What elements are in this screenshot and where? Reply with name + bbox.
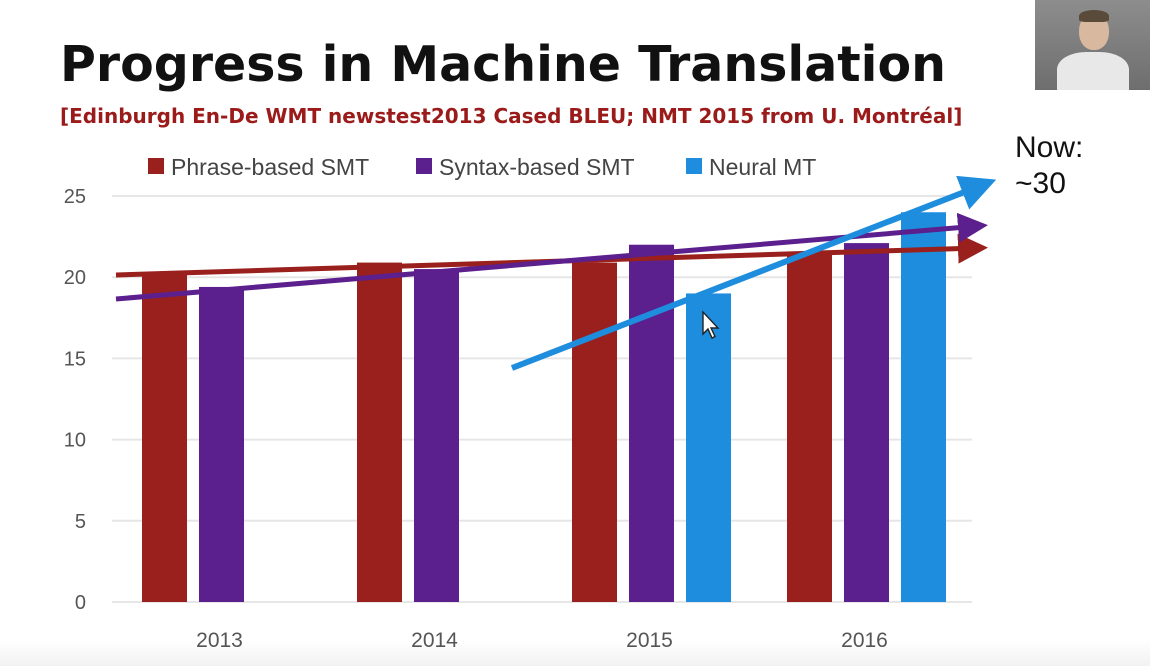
slide-title: Progress in Machine Translation	[60, 36, 947, 93]
y-axis-ticks: 0 5 10 15 20 25	[64, 186, 86, 614]
x-tick-label: 2015	[626, 629, 673, 652]
legend-label: Phrase-based SMT	[171, 154, 369, 180]
bar-phrase-based-smt-2013	[142, 272, 187, 602]
legend-swatch	[148, 158, 164, 174]
now-annotation-line1: Now:	[1015, 131, 1084, 164]
now-annotation: Now: ~30	[1015, 130, 1083, 202]
bar-neural-mt-2016	[901, 212, 946, 603]
trend-arrows	[115, 175, 997, 371]
x-axis-ticks: 2013 2014 2015 2016	[196, 629, 888, 652]
bar-syntax-based-smt-2016	[844, 243, 889, 602]
y-tick-label: 15	[64, 348, 86, 370]
legend-label: Neural MT	[709, 154, 816, 180]
slide-subtitle: [Edinburgh En-De WMT newstest2013 Cased …	[60, 104, 963, 128]
y-tick-label: 0	[75, 592, 86, 614]
y-tick-label: 25	[64, 186, 86, 208]
y-tick-label: 5	[75, 511, 86, 533]
syntax-trend-arrow	[115, 212, 988, 302]
bar-syntax-based-smt-2015	[629, 244, 674, 602]
bar-phrase-based-smt-2015	[572, 262, 617, 602]
legend-swatch	[686, 158, 702, 174]
x-tick-label: 2013	[196, 629, 243, 652]
neural-trend-arrow	[510, 175, 997, 371]
bar-syntax-based-smt-2013	[199, 286, 244, 602]
x-tick-label: 2016	[841, 629, 888, 652]
bar-syntax-based-smt-2014	[414, 269, 459, 602]
bar-neural-mt-2015	[686, 293, 731, 602]
bars	[142, 212, 946, 603]
bar-phrase-based-smt-2014	[357, 262, 402, 602]
y-tick-label: 20	[64, 267, 86, 289]
legend-swatch	[416, 158, 432, 174]
now-annotation-line2: ~30	[1015, 167, 1066, 200]
x-tick-label: 2014	[411, 629, 458, 652]
legend: Phrase-based SMT Syntax-based SMT Neural M…	[148, 154, 816, 180]
bar-phrase-based-smt-2016	[787, 252, 832, 602]
y-tick-label: 10	[64, 430, 86, 452]
legend-label: Syntax-based SMT	[439, 154, 635, 180]
mouse-cursor-icon	[702, 310, 720, 339]
webcam-thumbnail	[1035, 0, 1150, 90]
